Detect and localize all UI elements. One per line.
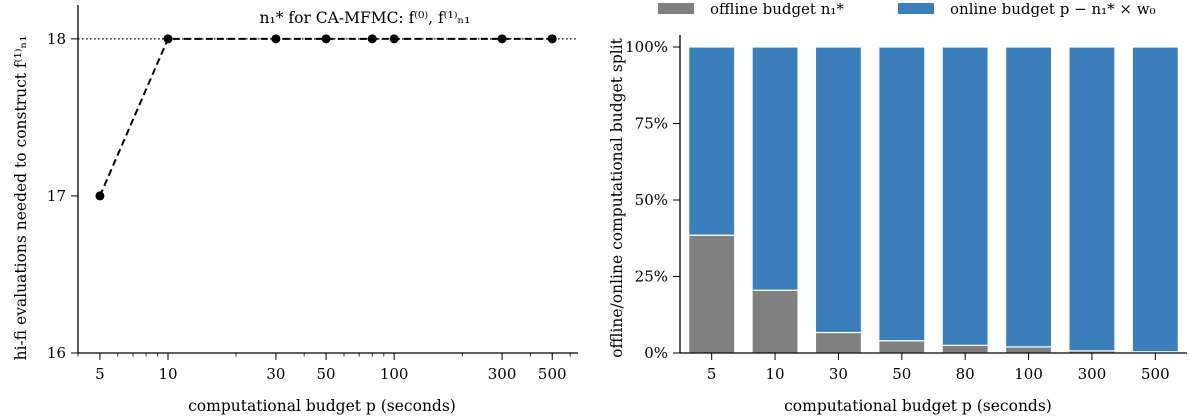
right-x-tick-label: 300: [1078, 365, 1107, 383]
series-line: [98, 37, 553, 197]
bar-online: [1131, 46, 1179, 353]
right-x-tick-label: 10: [766, 365, 785, 383]
left-x-tick-label: 300: [488, 365, 517, 383]
bar-online: [751, 46, 799, 291]
left-x-tick-label: 100: [380, 365, 409, 383]
legend-label-online: online budget p − n₁* × w₀: [950, 0, 1156, 18]
data-point: [367, 34, 377, 44]
legend-label-offline: offline budget n₁*: [710, 0, 844, 18]
bar-online: [1004, 46, 1053, 348]
left-chart: n₁* for CA-MFMC: f⁽⁰⁾, f⁽¹⁾ₙ₁ 5 10 30 50 100…: [12, 5, 578, 415]
data-point: [271, 34, 281, 44]
right-x-tick-label: 80: [956, 365, 975, 383]
right-x-tick-label: 50: [892, 365, 911, 383]
left-y-tick-label: 18: [47, 30, 66, 48]
right-y-tick-label: 75%: [635, 115, 668, 133]
left-x-tick-label: 50: [317, 365, 336, 383]
data-point: [497, 34, 507, 44]
left-y-axis-label: hi-fi evaluations needed to construct f⁽…: [12, 36, 30, 361]
right-x-tick-label: 30: [829, 365, 848, 383]
left-x-axis-label: computational budget p (seconds): [188, 397, 456, 415]
data-point: [389, 34, 399, 44]
right-axes: [679, 35, 1187, 354]
right-y-tick-label: 0%: [644, 344, 668, 362]
bar-offline: [941, 344, 989, 354]
right-chart: offline budget n₁* online budget p − n₁*…: [608, 0, 1187, 415]
left-y-tick-label: 16: [47, 344, 66, 362]
left-x-tick-label: 500: [538, 365, 567, 383]
left-y-tick-label: 17: [47, 187, 66, 205]
right-x-tick-label: 500: [1141, 365, 1170, 383]
bar-online: [878, 46, 926, 342]
legend-swatch-online: [898, 3, 934, 14]
right-x-tick-label: 5: [707, 365, 717, 383]
right-y-tick-label: 100%: [625, 38, 668, 56]
right-y-axis-label: offline/online computational budget spli…: [608, 37, 626, 358]
right-y-tick-label: 25%: [635, 268, 668, 286]
left-x-tick-label: 30: [266, 365, 285, 383]
bar-offline: [751, 289, 799, 354]
bar-offline: [878, 340, 926, 354]
legend: offline budget n₁* online budget p − n₁*…: [658, 0, 1156, 18]
left-y-ticks: 16 17 18: [47, 30, 78, 362]
data-point: [547, 34, 557, 44]
right-x-ticks: 5 10 30 50 80 100 300 500: [707, 353, 1170, 383]
bar-online: [1068, 46, 1116, 352]
left-x-ticks: 5 10 30 50 100 300 500: [77, 353, 571, 383]
data-point: [321, 34, 331, 44]
bar-offline: [1004, 346, 1053, 354]
bar-offline: [688, 234, 736, 354]
bar-online: [941, 46, 989, 346]
bar-offline: [814, 331, 863, 354]
right-bars: [688, 46, 1179, 354]
left-axes: [77, 5, 578, 354]
legend-swatch-offline: [658, 3, 694, 14]
left-series: [95, 34, 557, 201]
data-point: [163, 34, 173, 44]
left-x-tick-label: 10: [158, 365, 177, 383]
left-x-tick-label: 5: [95, 365, 105, 383]
bar-online: [688, 46, 736, 236]
bar-online: [814, 46, 863, 334]
right-x-tick-label: 100: [1014, 365, 1043, 383]
right-y-tick-label: 50%: [635, 191, 668, 209]
right-y-ticks: 0% 25% 50% 75% 100%: [625, 38, 680, 362]
right-x-axis-label: computational budget p (seconds): [784, 397, 1052, 415]
left-chart-title: n₁* for CA-MFMC: f⁽⁰⁾, f⁽¹⁾ₙ₁: [260, 9, 471, 27]
data-point: [95, 191, 105, 201]
